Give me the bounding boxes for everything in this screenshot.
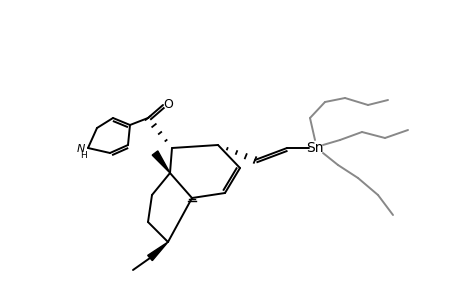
Text: H: H xyxy=(80,152,87,160)
Text: N: N xyxy=(77,144,85,154)
Text: O: O xyxy=(162,98,173,110)
Polygon shape xyxy=(147,242,168,261)
Polygon shape xyxy=(152,151,170,173)
Text: Sn: Sn xyxy=(306,141,323,155)
